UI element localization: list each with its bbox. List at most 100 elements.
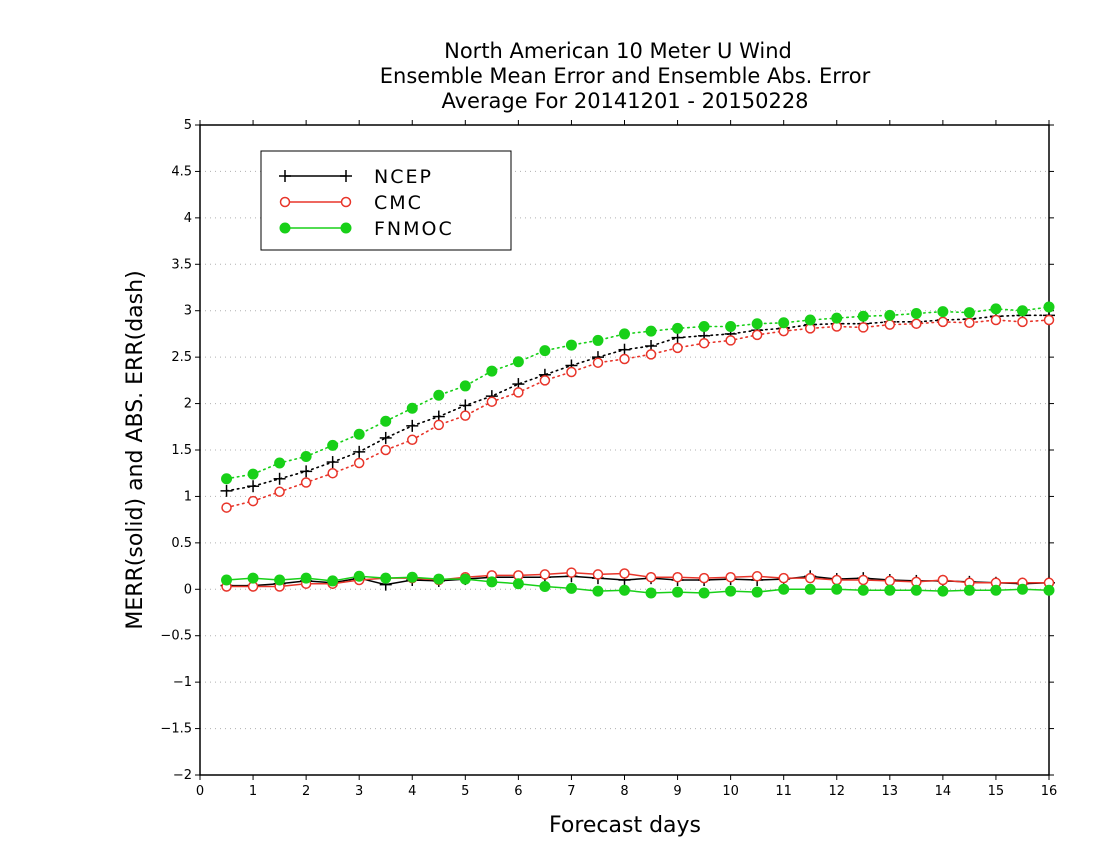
fnmoc-abs-error-point [804,314,816,326]
legend-marker [279,170,291,182]
fnmoc-abs-error-point [619,328,630,340]
y-tick-label: 2 [184,397,192,412]
fnmoc-abs-error-point [539,345,551,357]
cmc-mean-error-point [858,574,869,586]
x-tick-label: 13 [882,784,899,799]
cmc-abs-error-point [274,486,285,498]
fnmoc-abs-error-point [433,389,445,401]
fnmoc-mean-error-point [433,573,445,585]
fnmoc-mean-error-point [619,584,630,596]
fnmoc-mean-error-point [327,575,339,587]
x-tick-label: 15 [988,784,1005,799]
x-tick-label: 0 [196,784,204,799]
y-tick-label: 1.5 [171,443,192,458]
x-axis-label: Forecast days [549,813,701,838]
cmc-mean-error-point [592,569,604,580]
fnmoc-abs-error-point [990,303,1002,315]
cmc-mean-error-point [804,572,816,584]
cmc-mean-error-point [884,575,896,587]
fnmoc-mean-error-point [459,573,471,585]
cmc-mean-error-point [778,572,789,584]
cmc-abs-error-point [380,444,391,456]
legend-box [260,150,512,251]
cmc-abs-error-point [353,457,365,469]
fnmoc-abs-error-point [406,402,418,414]
ncep-abs-error-point [379,431,392,444]
x-tick-label: 1 [249,784,257,799]
fnmoc-mean-error-point [990,584,1002,596]
cmc-abs-error-point [486,396,498,407]
cmc-mean-error-point [698,572,710,584]
cmc-mean-error-point [539,569,551,580]
ncep-abs-error-point [273,472,286,485]
fnmoc-abs-error-point [1016,305,1028,317]
cmc-abs-error-point [327,467,338,479]
x-tick-label: 6 [514,784,522,799]
ncep-abs-error-point [353,445,366,458]
fnmoc-mean-error-point [406,571,418,583]
x-tick-label: 10 [722,784,739,799]
cmc-abs-error-point [1017,316,1028,328]
cmc-abs-error-point [513,387,524,398]
cmc-abs-error-point [221,502,232,513]
series-cmc [221,314,1055,592]
grid [200,170,1049,730]
cmc-abs-error-line [225,319,1050,509]
fnmoc-mean-error-point [963,584,975,596]
fnmoc-abs-error-point [221,473,233,485]
y-tick-label: 3 [184,304,192,319]
fnmoc-abs-error-point [459,380,471,392]
y-tick-label: 5 [184,118,192,133]
fnmoc-mean-error-point [857,584,869,596]
y-axis-label: MERR(solid) and ABS. ERR(dash) [123,270,148,629]
y-tick-label: 2.5 [171,350,192,365]
ncep-abs-error-point [459,399,472,412]
cmc-abs-error-point [460,410,471,421]
cmc-mean-error-point [725,571,736,583]
legend-marker [279,222,291,234]
x-tick-label: 3 [355,784,363,799]
fnmoc-mean-error-point [804,583,816,595]
fnmoc-abs-error-point [698,321,710,332]
cmc-mean-error-point [672,571,683,583]
fnmoc-mean-error-point [300,572,312,584]
cmc-abs-error-point [592,357,604,368]
fnmoc-mean-error-point [539,581,551,592]
ncep-abs-error-point [220,484,233,497]
fnmoc-mean-error-point [778,583,790,595]
cmc-abs-error-point [407,434,418,446]
cmc-abs-error-point [645,349,657,360]
series [220,301,1055,599]
fnmoc-mean-error-point [672,586,684,598]
x-tick-label: 9 [673,784,681,799]
x-tick-label: 14 [935,784,952,799]
fnmoc-mean-error-point [645,587,657,599]
cmc-mean-error-point [645,571,657,583]
fnmoc-abs-error-point [565,339,577,351]
fnmoc-mean-error-point [725,585,737,597]
ncep-abs-error-point [406,419,419,432]
x-tick-label: 11 [775,784,792,799]
fnmoc-mean-error-point [486,576,498,588]
y-tick-label: 4 [184,211,192,226]
cmc-mean-error-point [566,567,577,578]
ncep-abs-error-point [618,343,631,356]
cmc-abs-error-point [725,335,736,346]
cmc-abs-error-point [990,314,1002,326]
cmc-abs-error-point [698,337,710,349]
fnmoc-abs-error-point [831,312,843,324]
y-tick-label: −1 [173,675,192,690]
cmc-abs-error-point [964,317,975,329]
ncep-abs-error-line [225,314,1050,492]
fnmoc-mean-error-point [1016,583,1028,595]
chart-title-line-1: North American 10 Meter U Wind [444,39,792,63]
cmc-abs-error-point [884,319,896,330]
fnmoc-abs-error-point [778,317,790,329]
x-tick-label: 7 [567,784,575,799]
x-tick-label: 2 [302,784,310,799]
legend-marker [340,170,352,182]
y-tick-label: 3.5 [171,257,192,272]
ncep-abs-error-point [247,480,260,493]
fnmoc-mean-error-point [565,582,577,594]
